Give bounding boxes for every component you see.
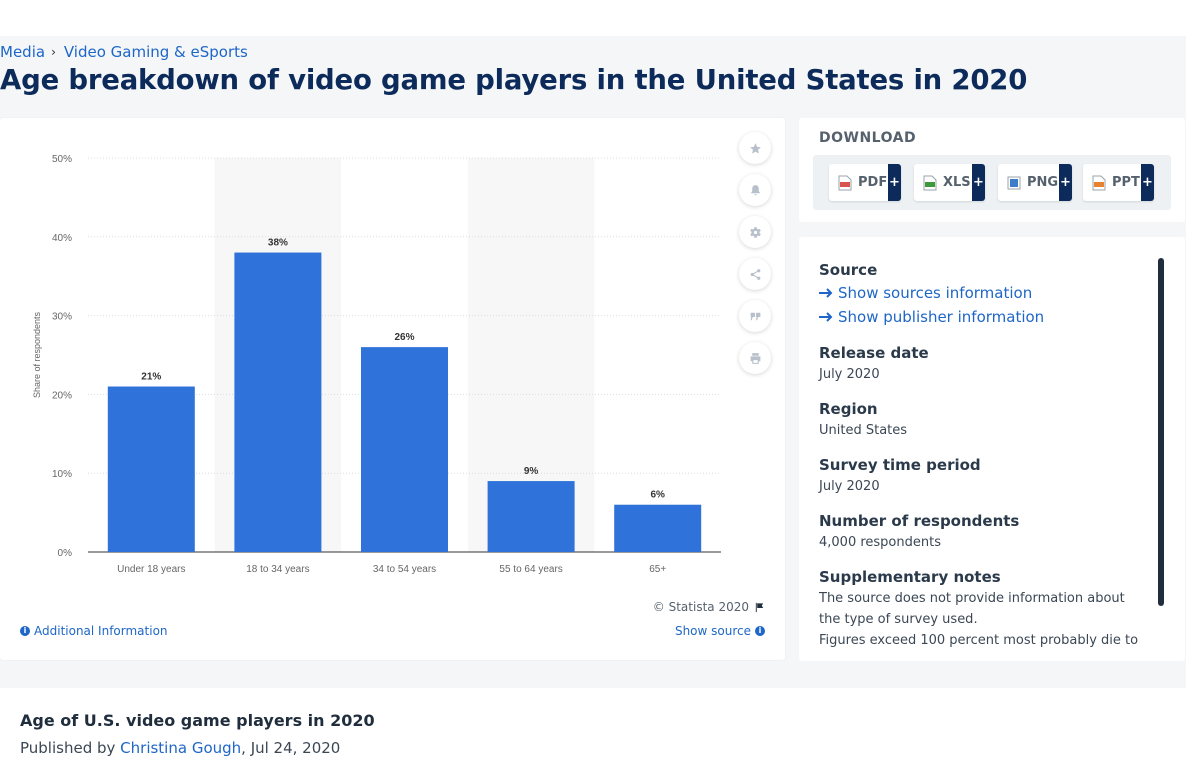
- bar: [614, 504, 702, 552]
- plus-icon[interactable]: +: [1059, 164, 1072, 201]
- x-tick-label: 34 to 54 years: [373, 564, 436, 575]
- download-ppt-button[interactable]: PPT +: [1083, 164, 1154, 201]
- download-png-button[interactable]: PNG +: [998, 164, 1072, 201]
- breadcrumb: Media › Video Gaming & eSports: [0, 43, 248, 61]
- y-tick-label: 50%: [52, 154, 72, 165]
- bar: [234, 252, 322, 552]
- data-label: 9%: [524, 466, 539, 477]
- survey-period-label: Survey time period: [819, 456, 981, 474]
- copyright: © Statista 2020: [653, 600, 765, 614]
- data-label: 38%: [268, 238, 288, 249]
- copyright-text: © Statista 2020: [652, 600, 749, 614]
- data-label: 26%: [394, 332, 414, 343]
- details-scrollbar[interactable]: [1158, 258, 1164, 606]
- breadcrumb-media[interactable]: Media: [0, 43, 46, 61]
- statistic-details: Source Show sources information Show pub…: [819, 259, 1139, 651]
- breadcrumb-separator: ›: [51, 45, 56, 59]
- respondents-label: Number of respondents: [819, 512, 1020, 530]
- data-label: 21%: [141, 372, 161, 383]
- supplementary-notes-value: The source does not provide information …: [819, 591, 1125, 627]
- info-icon: i: [755, 626, 765, 636]
- info-icon: i: [20, 626, 30, 636]
- share-icon[interactable]: [739, 258, 771, 290]
- download-pdf-button[interactable]: PDF +: [829, 164, 901, 201]
- x-tick-label: 65+: [649, 564, 666, 575]
- additional-information-link[interactable]: i Additional Information: [20, 624, 168, 638]
- download-xls-button[interactable]: XLS +: [914, 164, 985, 201]
- chart-card: 0% 10% 20% 30% 40% 50% Share of respondents 21%…: [0, 118, 785, 660]
- bell-icon[interactable]: [739, 174, 771, 206]
- download-png-label: PNG: [1027, 175, 1059, 190]
- y-tick-label: 10%: [52, 469, 72, 480]
- y-axis-title: Share of respondents: [32, 311, 42, 398]
- release-date-label: Release date: [819, 344, 929, 362]
- source-label: Source: [819, 261, 878, 279]
- supplementary-notes-label: Supplementary notes: [819, 568, 1001, 586]
- additional-information-label: Additional Information: [34, 624, 168, 638]
- bar: [107, 386, 195, 552]
- ppt-file-icon: [1092, 175, 1106, 191]
- published-by: Published by Christina Gough, Jul 24, 20…: [20, 739, 340, 757]
- region-label: Region: [819, 400, 878, 418]
- x-tick-label: 18 to 34 years: [246, 564, 309, 575]
- flag-icon[interactable]: [754, 602, 765, 613]
- show-source-label: Show source: [674, 624, 751, 638]
- pdf-file-icon: [838, 175, 852, 191]
- release-date-value: July 2020: [819, 367, 880, 382]
- plus-icon[interactable]: +: [888, 164, 901, 201]
- download-title: DOWNLOAD: [819, 130, 917, 146]
- chart-tools: [739, 132, 771, 384]
- data-label: 6%: [650, 490, 665, 501]
- show-sources-label: Show sources information: [838, 284, 1033, 302]
- top-bar: [0, 0, 1186, 36]
- y-tick-label: 30%: [52, 312, 72, 323]
- article-header: Age of U.S. video game players in 2020 P…: [0, 688, 1186, 760]
- author-link[interactable]: Christina Gough: [120, 739, 242, 757]
- xls-file-icon: [923, 175, 937, 191]
- breadcrumb-video-gaming[interactable]: Video Gaming & eSports: [63, 43, 248, 61]
- plus-icon[interactable]: +: [972, 164, 985, 201]
- arrow-right-icon: [819, 288, 833, 298]
- y-tick-label: 20%: [52, 390, 72, 401]
- article-title: Age of U.S. video game players in 2020: [20, 711, 375, 730]
- y-tick-label: 0%: [58, 548, 73, 559]
- arrow-right-icon: [819, 312, 833, 322]
- survey-period-value: July 2020: [819, 479, 880, 494]
- bar: [487, 481, 575, 552]
- published-date: , Jul 24, 2020: [241, 739, 341, 757]
- region-value: United States: [819, 423, 908, 438]
- png-file-icon: [1007, 175, 1021, 191]
- published-prefix: Published by: [20, 739, 116, 757]
- download-ppt-label: PPT: [1112, 175, 1140, 190]
- quote-icon[interactable]: [739, 300, 771, 332]
- download-xls-label: XLS: [943, 175, 971, 190]
- show-sources-link[interactable]: Show sources information: [819, 281, 1139, 305]
- supplementary-notes-value-2: Figures exceed 100 percent most probably…: [819, 633, 1139, 648]
- x-tick-label: Under 18 years: [117, 564, 185, 575]
- bar-chart: 0% 10% 20% 30% 40% 50% Share of respondents 21%…: [32, 154, 721, 575]
- plus-icon[interactable]: +: [1141, 164, 1154, 201]
- y-tick-label: 40%: [52, 233, 72, 244]
- download-buttons: PDF + XLS + PNG + PPT +: [813, 155, 1171, 210]
- bar: [361, 347, 448, 552]
- statistic-details-card: Source Show sources information Show pub…: [799, 237, 1185, 661]
- show-publisher-label: Show publisher information: [838, 308, 1045, 326]
- download-card: DOWNLOAD PDF + XLS + PNG + PPT +: [799, 118, 1185, 222]
- star-icon[interactable]: [739, 132, 771, 164]
- print-icon[interactable]: [739, 342, 771, 374]
- page-title: Age breakdown of video game players in t…: [0, 64, 1028, 96]
- show-source-link[interactable]: Show source i: [675, 624, 765, 638]
- x-tick-label: 55 to 64 years: [499, 564, 562, 575]
- gear-icon[interactable]: [739, 216, 771, 248]
- download-pdf-label: PDF: [858, 175, 888, 190]
- show-publisher-link[interactable]: Show publisher information: [819, 305, 1139, 329]
- respondents-value: 4,000 respondents: [819, 535, 941, 550]
